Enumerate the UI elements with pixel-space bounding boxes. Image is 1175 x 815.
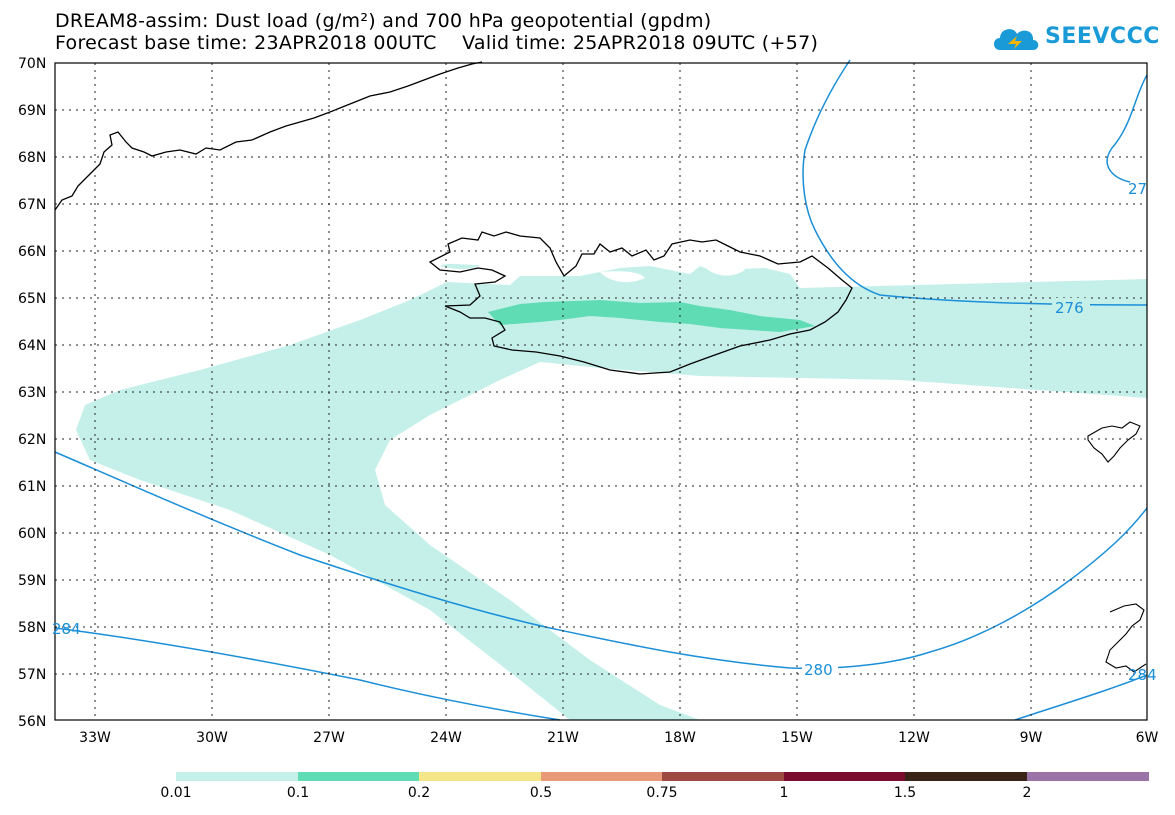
scotland-coastline	[1105, 603, 1147, 673]
lat-label: 63N	[18, 385, 46, 401]
lon-label: 6W	[1136, 730, 1159, 746]
dust-gap	[700, 260, 745, 276]
lat-label: 67N	[18, 197, 46, 213]
contour-280	[54, 451, 1148, 670]
colorbar-label: 0.75	[646, 785, 678, 801]
contour-label-284-east: 284	[1128, 666, 1157, 684]
lon-label: 15W	[781, 730, 813, 746]
lon-label: 30W	[196, 730, 228, 746]
colorbar-segment	[784, 772, 905, 781]
forecast-time-subtitle: Forecast base time: 23APR2018 00UTC Vali…	[55, 32, 819, 54]
lon-label: 24W	[430, 730, 462, 746]
contour-label-276: 276	[1055, 299, 1084, 317]
contour-284	[54, 627, 561, 721]
dust-area-medium	[488, 300, 815, 332]
cloud-logo-icon	[994, 29, 1039, 50]
colorbar	[176, 772, 1149, 781]
lat-label: 69N	[18, 103, 46, 119]
faroe-coastline	[1087, 421, 1141, 463]
lat-label: 58N	[18, 620, 46, 636]
latitude-labels: 70N 69N 68N 67N 66N 65N 64N 63N 62N 61N …	[18, 56, 46, 730]
lat-label: 56N	[18, 714, 46, 730]
iceland-coastline	[428, 231, 853, 375]
contour-label-284-west: 284	[52, 620, 81, 638]
lat-label: 59N	[18, 573, 46, 589]
dust-area-light	[76, 263, 1147, 720]
lat-label: 66N	[18, 244, 46, 260]
colorbar-label: 0.2	[407, 785, 431, 801]
lat-label: 64N	[18, 338, 46, 354]
lat-label: 70N	[18, 56, 46, 72]
map-title: DREAM8-assim: Dust load (g/m²) and 700 h…	[55, 10, 712, 32]
contour-label-27: 27	[1128, 180, 1147, 198]
lon-label: 9W	[1020, 730, 1043, 746]
lat-label: 62N	[18, 432, 46, 448]
lon-label: 33W	[79, 730, 111, 746]
contour-284-east	[1014, 674, 1148, 721]
colorbar-label: 0.5	[529, 785, 553, 801]
lat-label: 65N	[18, 291, 46, 307]
colorbar-segment	[1027, 772, 1149, 781]
colorbar-segment	[662, 772, 784, 781]
colorbar-segment	[176, 772, 298, 781]
dust-gap	[600, 271, 645, 283]
graticule	[55, 63, 1147, 720]
lat-label: 61N	[18, 479, 46, 495]
greenland-coastline	[54, 61, 483, 211]
lat-label: 68N	[18, 150, 46, 166]
logo-text: SEEVCCC	[1045, 24, 1160, 49]
colorbar-segment	[419, 772, 541, 781]
lon-label: 27W	[313, 730, 345, 746]
contour-label-280: 280	[804, 661, 833, 679]
colorbar-segment	[298, 772, 419, 781]
lon-label: 21W	[547, 730, 579, 746]
longitude-labels: 33W 30W 27W 24W 21W 18W 15W 12W 9W 6W	[79, 730, 1158, 746]
lat-label: 57N	[18, 667, 46, 683]
seevccc-logo: SEEVCCC	[990, 18, 1160, 58]
colorbar-label: 2	[1022, 785, 1032, 801]
map-frame	[54, 62, 1148, 721]
colorbar-segment	[905, 772, 1027, 781]
contour-west	[1106, 74, 1148, 183]
colorbar-segment	[541, 772, 662, 781]
colorbar-label: 1.5	[893, 785, 917, 801]
colorbar-label: 0.1	[286, 785, 310, 801]
colorbar-label: 0.01	[160, 785, 192, 801]
lat-label: 60N	[18, 526, 46, 542]
colorbar-label: 1	[779, 785, 789, 801]
contour-276	[802, 59, 1148, 306]
lon-label: 12W	[898, 730, 930, 746]
lon-label: 18W	[664, 730, 696, 746]
